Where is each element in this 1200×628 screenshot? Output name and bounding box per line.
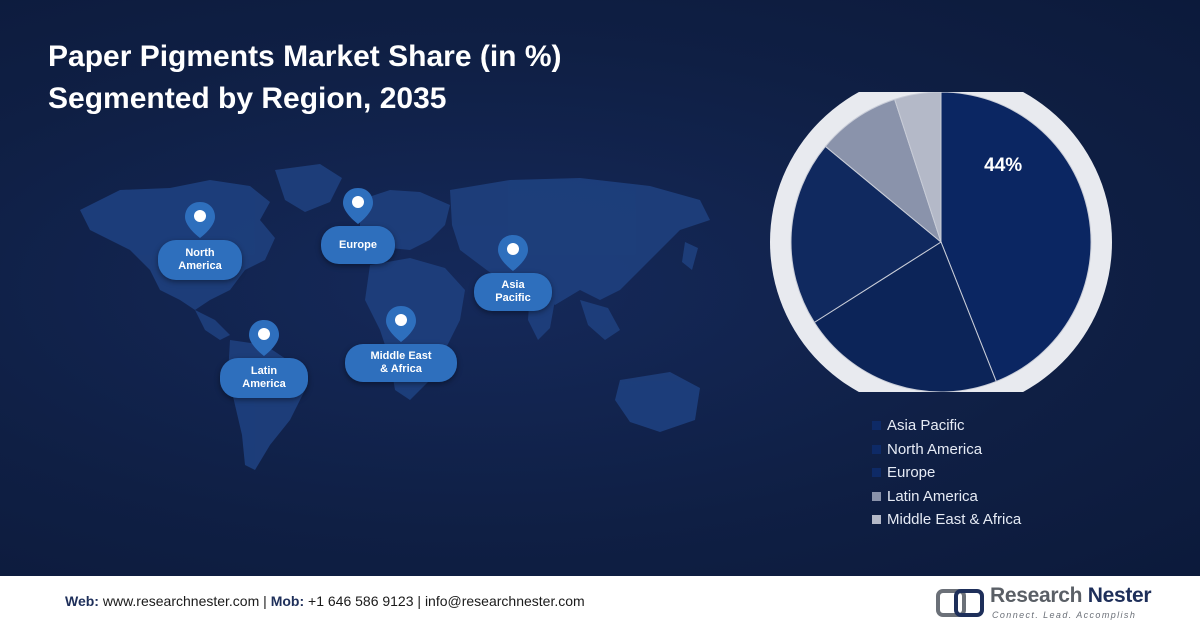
pie-slice-north-america [813,241,997,392]
legend-label: Europe [887,464,936,482]
legend-label: North America [887,440,983,458]
region-label-asia-pacific: Asia Pacific [474,273,552,311]
pie-chart: 44% [770,92,1112,392]
logo-name-research: Research [990,584,1083,607]
asia-pacific-location-pin-icon [498,235,528,271]
region-label-north-america-text: North America [178,247,222,272]
pie-data-labels: 44% [984,155,1022,176]
pie-data-label: 44% [984,155,1022,176]
chart-legend: Asia Pacific North America Europe Latin Ame… [872,414,1021,532]
region-label-north-america: North America [158,240,242,280]
region-label-europe: Europe [321,226,395,264]
region-label-asia-pacific-text: Asia Pacific [495,279,531,304]
legend-item: Europe [872,461,1021,485]
web-label: Web: [65,593,99,609]
pie-slice-middle-east-africa [894,92,942,243]
legend-swatch [872,444,881,454]
pie-slice-latin-america [824,98,943,244]
pie-slice-europe [790,145,942,324]
north-america-location-pin-icon [185,202,215,238]
legend-label: Middle East & Africa [887,511,1022,529]
research-nester-logo: Research Nester Connect. Lead. Accomplis… [936,584,1152,622]
legend-label: Latin America [887,487,978,505]
region-label-middle-east-africa-text: Middle East & Africa [370,350,432,375]
legend-item: Latin America [872,485,1021,509]
email-link[interactable]: info@researchnester.com [424,593,585,609]
logo-name-nester: Nester [1087,584,1152,607]
contact-info: Web: www.researchnester.com | Mob: +1 64… [65,593,585,609]
logo-mark-icon [936,589,984,617]
legend-label: Asia Pacific [887,417,965,435]
pie-slice-asia-pacific [940,92,1092,383]
logo-name: Research Nester [990,584,1152,608]
region-label-europe-text: Europe [339,238,377,251]
greenland-landmass [275,164,342,212]
africa-landmass [365,258,465,400]
separator: | [417,593,422,609]
footer: Web: www.researchnester.com | Mob: +1 64… [0,576,1200,628]
title-line-2: Segmented by Region, 2035 [48,82,447,115]
pie-slices [790,92,1092,392]
legend-item: North America [872,438,1021,462]
legend-item: Middle East & Africa [872,508,1021,532]
middle-east-africa-location-pin-icon [386,306,416,342]
title-line-1: Paper Pigments Market Share (in %) [48,40,562,73]
main-area: Paper Pigments Market Share (in %) Segme… [0,0,1200,576]
mobile-number: +1 646 586 9123 [308,593,414,609]
region-label-middle-east-africa: Middle East & Africa [345,344,457,382]
legend-swatch [872,468,881,478]
japan-landmass [682,242,698,270]
legend-swatch [872,491,881,501]
separator: | [263,593,267,609]
southeast-asia-landmass [580,300,620,340]
logo-tagline: Connect. Lead. Accomplish [992,610,1137,620]
web-link[interactable]: www.researchnester.com [102,593,260,609]
central-america-landmass [195,310,230,340]
legend-swatch [872,421,881,431]
region-label-latin-america-text: Latin America [242,365,286,390]
legend-swatch [872,515,881,525]
latin-america-location-pin-icon [249,320,279,356]
australia-landmass [615,372,700,432]
europe-location-pin-icon [343,188,373,224]
legend-item: Asia Pacific [872,414,1021,438]
chart-title: Paper Pigments Market Share (in %) Segme… [48,36,562,120]
mobile-label: Mob: [270,593,305,609]
region-label-latin-america: Latin America [220,358,308,398]
